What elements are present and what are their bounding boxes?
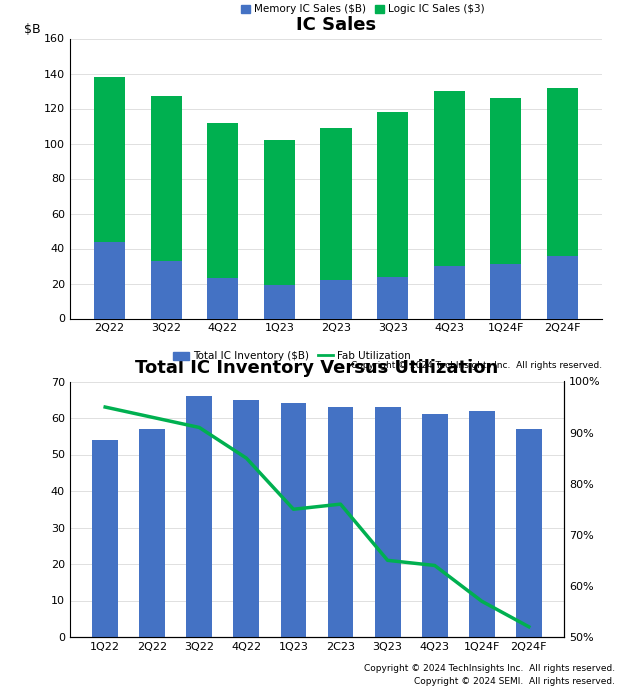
Text: Copyright © 2024 TechInsights Inc.  All rights reserved.: Copyright © 2024 TechInsights Inc. All r…	[351, 360, 602, 370]
Bar	[516, 429, 542, 637]
Bar	[320, 280, 352, 318]
Bar	[150, 261, 182, 319]
Text: Copyright © 2024 SEMI.  All rights reserved.: Copyright © 2024 SEMI. All rights reserv…	[414, 677, 615, 686]
Bar	[92, 440, 118, 637]
Bar	[233, 400, 259, 637]
Bar	[422, 414, 448, 637]
Bar	[264, 140, 295, 286]
Bar	[186, 396, 212, 637]
Bar	[547, 88, 578, 256]
Bar	[280, 403, 306, 637]
Bar	[328, 407, 354, 637]
Bar	[377, 276, 408, 318]
Bar	[434, 266, 465, 318]
Bar	[207, 122, 238, 278]
Bar	[94, 241, 125, 318]
Title: IC Sales: IC Sales	[296, 16, 376, 34]
Bar	[320, 127, 352, 280]
Bar	[377, 112, 408, 276]
Legend: Memory IC Sales ($B), Logic IC Sales ($3): Memory IC Sales ($B), Logic IC Sales ($3…	[236, 0, 489, 19]
Bar	[490, 264, 522, 318]
Text: Copyright © 2024 TechInsights Inc.  All rights reserved.: Copyright © 2024 TechInsights Inc. All r…	[364, 664, 615, 673]
Legend: Total IC Inventory ($B), Fab Utilization: Total IC Inventory ($B), Fab Utilization	[169, 347, 415, 365]
Text: $B: $B	[25, 22, 41, 36]
Bar	[150, 96, 182, 261]
Bar	[547, 256, 578, 318]
Bar	[264, 286, 295, 318]
Bar	[207, 278, 238, 318]
Bar	[375, 407, 401, 637]
Bar	[434, 91, 465, 266]
Bar	[139, 429, 165, 637]
Bar	[469, 411, 495, 637]
Title: Total IC Inventory Versus Utilization: Total IC Inventory Versus Utilization	[136, 359, 498, 377]
Bar	[94, 77, 125, 242]
Bar	[490, 98, 522, 264]
